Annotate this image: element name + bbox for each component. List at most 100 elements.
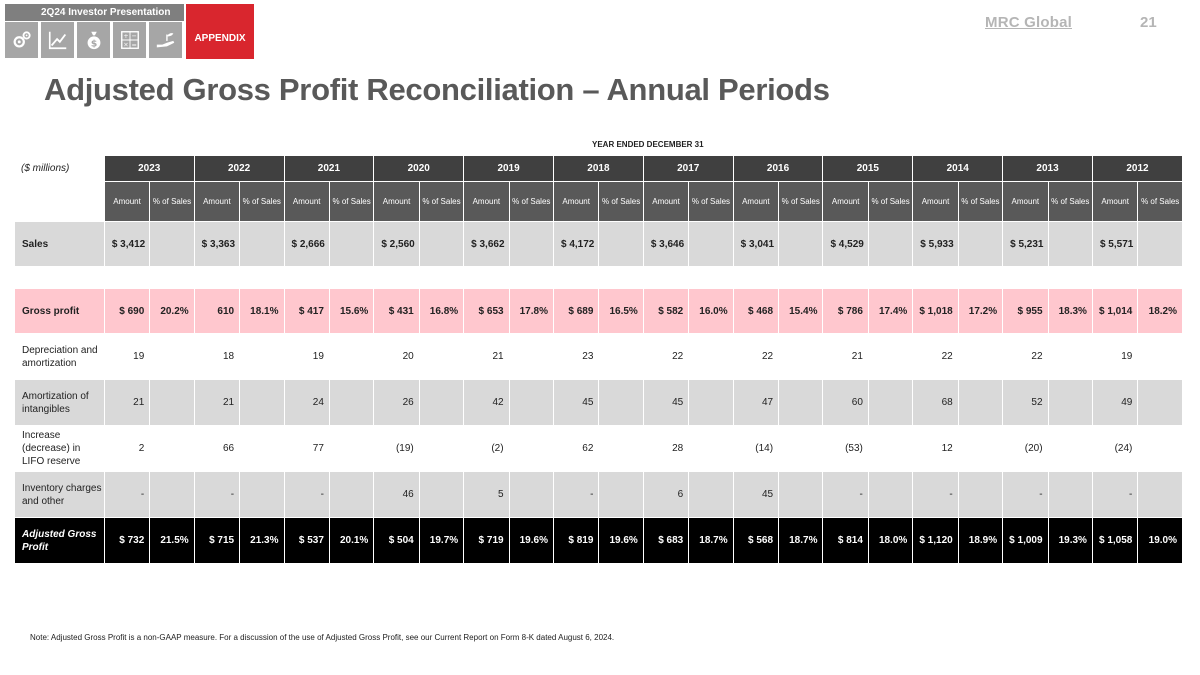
pct-cell bbox=[239, 425, 284, 471]
amount-cell: 22 bbox=[642, 333, 689, 379]
pct-cell: 19.3% bbox=[1047, 517, 1092, 563]
amount-cell: 610 bbox=[193, 288, 240, 333]
pct-cell bbox=[688, 333, 733, 379]
pct-cell bbox=[149, 379, 194, 425]
amount-cell: 19 bbox=[283, 333, 329, 379]
sales-amount: $ 3,041 bbox=[732, 221, 779, 266]
pct-cell bbox=[598, 425, 643, 471]
pct-cell: 18.7% bbox=[688, 517, 733, 563]
pct-cell bbox=[328, 425, 374, 471]
pct-cell bbox=[149, 333, 194, 379]
amount-cell: $ 582 bbox=[642, 288, 689, 333]
row-label: Sales bbox=[14, 221, 104, 266]
amount-header: Amount bbox=[732, 181, 779, 221]
sales-pct-blank bbox=[957, 221, 1003, 266]
pct-cell bbox=[778, 379, 823, 425]
pct-of-sales-header: % of Sales bbox=[957, 181, 1003, 221]
sales-amount: $ 5,571 bbox=[1091, 221, 1138, 266]
pct-of-sales-header: % of Sales bbox=[1137, 181, 1182, 221]
gears-icon[interactable] bbox=[5, 22, 38, 58]
amount-cell: 19 bbox=[1091, 333, 1138, 379]
year-header: 2016 bbox=[732, 156, 823, 181]
subheader-blank bbox=[14, 181, 104, 221]
sales-pct-blank bbox=[508, 221, 553, 266]
amount-cell: 28 bbox=[642, 425, 689, 471]
spacer-row bbox=[14, 266, 1182, 288]
growth-chart-icon[interactable] bbox=[41, 22, 74, 58]
amount-cell: (53) bbox=[822, 425, 868, 471]
amount-cell: - bbox=[912, 471, 958, 517]
hand-plant-icon[interactable] bbox=[149, 22, 182, 58]
pct-cell: 17.8% bbox=[508, 288, 553, 333]
pct-of-sales-header: % of Sales bbox=[149, 181, 194, 221]
amount-cell: 77 bbox=[283, 425, 329, 471]
year-header: 2019 bbox=[463, 156, 553, 181]
amount-cell: $ 1,058 bbox=[1091, 517, 1138, 563]
row-label: Inventory charges and other bbox=[14, 471, 104, 517]
amount-cell: $ 819 bbox=[552, 517, 599, 563]
pct-cell bbox=[418, 471, 464, 517]
amount-cell: - bbox=[552, 471, 599, 517]
pct-cell bbox=[778, 425, 823, 471]
svg-text:+: + bbox=[123, 32, 128, 40]
amount-cell: 24 bbox=[283, 379, 329, 425]
pct-cell: 17.4% bbox=[867, 288, 913, 333]
amount-cell: $ 1,120 bbox=[912, 517, 958, 563]
pct-cell bbox=[688, 425, 733, 471]
pct-cell: 18.0% bbox=[867, 517, 913, 563]
page-title: Adjusted Gross Profit Reconciliation – A… bbox=[44, 72, 830, 107]
sales-amount: $ 3,662 bbox=[463, 221, 509, 266]
amount-cell: $ 1,014 bbox=[1091, 288, 1138, 333]
sales-pct-blank bbox=[418, 221, 464, 266]
lifo-row: Increase (decrease) in LIFO reserve 2 66 77… bbox=[14, 425, 1182, 471]
amount-header: Amount bbox=[1002, 181, 1048, 221]
amount-header: Amount bbox=[373, 181, 419, 221]
amount-cell: (19) bbox=[373, 425, 419, 471]
math-symbols-icon[interactable]: + − × = bbox=[113, 22, 146, 58]
pct-cell bbox=[1047, 379, 1092, 425]
pct-cell: 16.5% bbox=[598, 288, 643, 333]
pct-cell: 16.0% bbox=[688, 288, 733, 333]
amount-cell: $ 786 bbox=[822, 288, 868, 333]
sales-pct-blank bbox=[688, 221, 733, 266]
amount-header: Amount bbox=[103, 181, 150, 221]
amount-cell: 21 bbox=[193, 379, 240, 425]
amount-cell: $ 719 bbox=[463, 517, 509, 563]
appendix-tab[interactable]: APPENDIX bbox=[186, 4, 254, 59]
year-header: 2022 bbox=[193, 156, 284, 181]
period-caption: YEAR ENDED DECEMBER 31 bbox=[592, 140, 704, 149]
pct-cell bbox=[239, 471, 284, 517]
sales-amount: $ 3,412 bbox=[103, 221, 150, 266]
amount-cell: 60 bbox=[822, 379, 868, 425]
amount-cell: 6 bbox=[642, 471, 689, 517]
amount-cell: $ 955 bbox=[1002, 288, 1048, 333]
pct-of-sales-header: % of Sales bbox=[1047, 181, 1092, 221]
pct-cell bbox=[1047, 471, 1092, 517]
money-bag-icon[interactable]: $ bbox=[77, 22, 110, 58]
amount-cell: 12 bbox=[912, 425, 958, 471]
pct-cell bbox=[778, 471, 823, 517]
year-header: 2018 bbox=[552, 156, 643, 181]
sales-pct-blank bbox=[239, 221, 284, 266]
pct-cell: 18.3% bbox=[1047, 288, 1092, 333]
year-header: 2012 bbox=[1091, 156, 1182, 181]
amount-cell: $ 1,018 bbox=[912, 288, 958, 333]
amount-cell: $ 732 bbox=[103, 517, 150, 563]
pct-of-sales-header: % of Sales bbox=[508, 181, 553, 221]
amount-cell: - bbox=[822, 471, 868, 517]
svg-text:=: = bbox=[131, 40, 136, 48]
year-header: 2014 bbox=[912, 156, 1003, 181]
row-label: Gross profit bbox=[14, 288, 104, 333]
amount-cell: 42 bbox=[463, 379, 509, 425]
pct-cell bbox=[867, 425, 913, 471]
spacer-cell bbox=[14, 266, 1182, 288]
pct-of-sales-header: % of Sales bbox=[418, 181, 464, 221]
amount-header: Amount bbox=[642, 181, 689, 221]
amount-cell: $ 1,009 bbox=[1002, 517, 1048, 563]
pct-cell bbox=[508, 425, 553, 471]
pct-cell bbox=[418, 379, 464, 425]
pct-cell bbox=[598, 471, 643, 517]
sales-amount: $ 5,231 bbox=[1002, 221, 1048, 266]
column-subheader-row: Amount% of Sales Amount% of Sales Amount% … bbox=[14, 181, 1182, 221]
pct-cell: 20.1% bbox=[328, 517, 374, 563]
